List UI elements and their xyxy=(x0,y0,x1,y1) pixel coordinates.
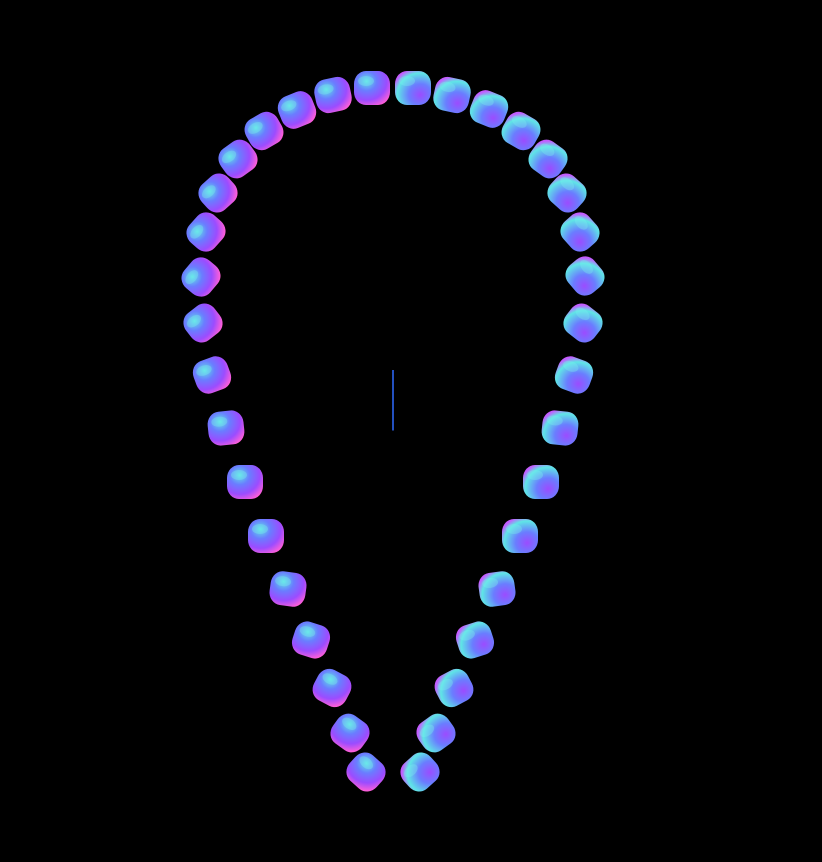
bead xyxy=(433,76,471,114)
bead xyxy=(416,713,456,753)
bead xyxy=(554,356,594,394)
bead xyxy=(565,256,605,296)
bead xyxy=(547,173,587,213)
bead xyxy=(523,465,559,499)
bead xyxy=(314,76,352,114)
bead xyxy=(354,71,390,105)
bead xyxy=(502,519,538,553)
bead xyxy=(198,173,238,213)
bead xyxy=(277,91,317,129)
bead xyxy=(269,571,307,607)
bead xyxy=(528,139,568,179)
bead-loop xyxy=(181,71,605,792)
bead xyxy=(395,71,431,105)
bead xyxy=(455,621,495,659)
bead xyxy=(181,257,221,297)
bead xyxy=(312,668,352,708)
bead xyxy=(330,713,370,753)
bead xyxy=(244,111,284,151)
bead xyxy=(248,519,284,553)
bead xyxy=(227,465,263,499)
bead xyxy=(434,668,474,708)
bead xyxy=(186,212,226,252)
bead xyxy=(192,356,232,394)
bead xyxy=(563,303,603,343)
bead xyxy=(478,571,516,607)
bead xyxy=(218,139,258,179)
bead xyxy=(541,410,579,446)
axes-helper xyxy=(392,0,822,432)
bead xyxy=(291,621,331,659)
bead xyxy=(207,410,245,446)
bead xyxy=(183,303,223,343)
bead xyxy=(400,752,440,792)
bead xyxy=(560,212,600,252)
bead xyxy=(469,90,509,128)
bead xyxy=(501,111,541,151)
bead xyxy=(346,752,386,792)
